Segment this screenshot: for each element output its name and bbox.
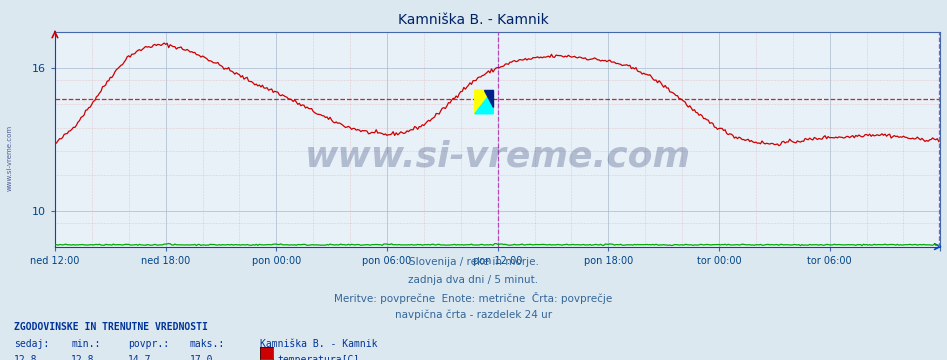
Text: Kamniška B. - Kamnik: Kamniška B. - Kamnik bbox=[260, 339, 378, 350]
Text: 12,8: 12,8 bbox=[14, 355, 38, 360]
Polygon shape bbox=[474, 90, 493, 114]
Text: 17,0: 17,0 bbox=[189, 355, 213, 360]
Text: min.:: min.: bbox=[71, 339, 100, 350]
Text: Kamniška B. - Kamnik: Kamniška B. - Kamnik bbox=[398, 13, 549, 27]
Text: sedaj:: sedaj: bbox=[14, 339, 49, 350]
Text: Slovenija / reke in morje.: Slovenija / reke in morje. bbox=[408, 257, 539, 267]
Polygon shape bbox=[474, 90, 493, 114]
Text: zadnja dva dni / 5 minut.: zadnja dva dni / 5 minut. bbox=[408, 275, 539, 285]
Text: 14,7: 14,7 bbox=[128, 355, 152, 360]
Text: maks.:: maks.: bbox=[189, 339, 224, 350]
Text: navpična črta - razdelek 24 ur: navpična črta - razdelek 24 ur bbox=[395, 309, 552, 320]
Text: 12,8: 12,8 bbox=[71, 355, 95, 360]
Text: ZGODOVINSKE IN TRENUTNE VREDNOSTI: ZGODOVINSKE IN TRENUTNE VREDNOSTI bbox=[14, 322, 208, 332]
Text: www.si-vreme.com: www.si-vreme.com bbox=[305, 140, 690, 174]
Text: www.si-vreme.com: www.si-vreme.com bbox=[7, 125, 12, 192]
Text: temperatura[C]: temperatura[C] bbox=[277, 355, 360, 360]
Text: Meritve: povprečne  Enote: metrične  Črta: povprečje: Meritve: povprečne Enote: metrične Črta:… bbox=[334, 292, 613, 304]
Polygon shape bbox=[484, 90, 493, 107]
Text: povpr.:: povpr.: bbox=[128, 339, 169, 350]
